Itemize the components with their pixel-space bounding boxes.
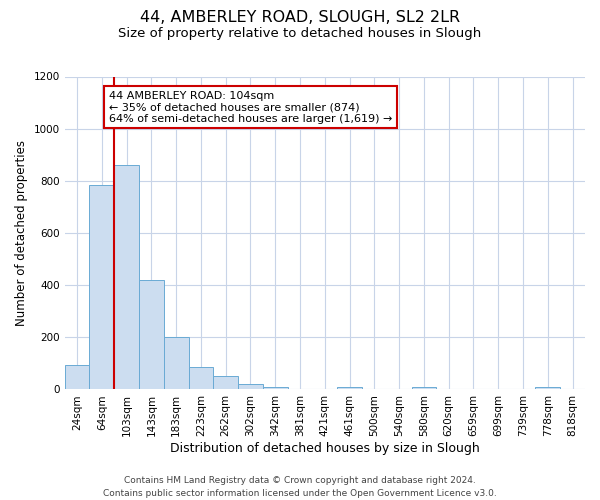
Bar (535, 387, 560, 390)
Bar (263, 387, 287, 390)
Bar (139, 280, 164, 390)
Y-axis label: Number of detached properties: Number of detached properties (15, 140, 28, 326)
Bar (412, 387, 436, 390)
Text: 44 AMBERLEY ROAD: 104sqm
← 35% of detached houses are smaller (874)
64% of semi-: 44 AMBERLEY ROAD: 104sqm ← 35% of detach… (109, 90, 392, 124)
Bar (337, 387, 362, 390)
Bar (214, 376, 238, 390)
Text: Size of property relative to detached houses in Slough: Size of property relative to detached ho… (118, 28, 482, 40)
X-axis label: Distribution of detached houses by size in Slough: Distribution of detached houses by size … (170, 442, 480, 455)
Text: Contains HM Land Registry data © Crown copyright and database right 2024.
Contai: Contains HM Land Registry data © Crown c… (103, 476, 497, 498)
Bar (65, 366, 89, 390)
Bar (114, 164, 139, 390)
Text: 44, AMBERLEY ROAD, SLOUGH, SL2 2LR: 44, AMBERLEY ROAD, SLOUGH, SL2 2LR (140, 10, 460, 25)
Bar (188, 368, 214, 390)
Bar (89, 184, 114, 390)
Bar (164, 338, 188, 390)
Bar (238, 384, 263, 390)
